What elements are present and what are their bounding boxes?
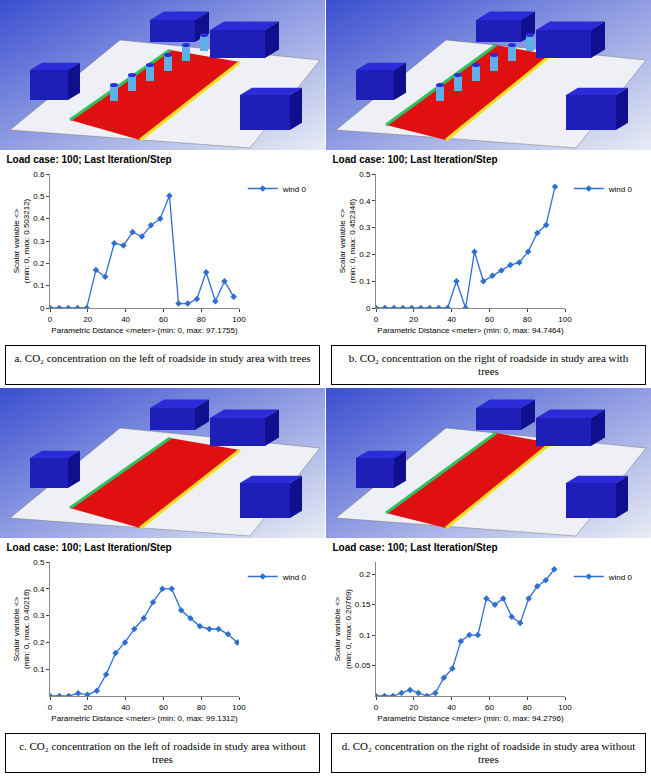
svg-text:0.6: 0.6 [33,170,45,179]
svg-text:Parametric Distance <meter> (m: Parametric Distance <meter> (min: 0, max… [377,326,564,335]
html-text:c. CO₂ concentration on the le: c. CO₂ concentration on the left of road… [19,740,306,765]
svg-text:0.2: 0.2 [359,250,371,259]
svg-text:20: 20 [409,703,418,712]
svg-text:60: 60 [485,315,494,324]
svg-text:Load case: 100; Last Iteration: Load case: 100; Last Iteration/Step [7,154,172,165]
svg-text:0.5: 0.5 [33,558,45,567]
svg-text:0.15: 0.15 [355,600,371,609]
svg-text:20: 20 [83,315,92,324]
svg-text:Scalar variable <>(min: 0, max: Scalar variable <>(min: 0, max: 0.40216) [12,589,31,669]
svg-text:20: 20 [409,315,418,324]
svg-text:wind 0: wind 0 [608,573,633,582]
svg-text:Load case: 100; Last Iteration: Load case: 100; Last Iteration/Step [333,154,498,165]
svg-text:80: 80 [523,703,532,712]
svg-text:0: 0 [40,304,45,313]
svg-text:0.2: 0.2 [33,259,45,268]
svg-text:0.4: 0.4 [33,214,45,223]
svg-text:40: 40 [121,315,130,324]
svg-text:0: 0 [48,703,53,712]
svg-text:80: 80 [523,315,532,324]
svg-text:0.3: 0.3 [359,223,371,232]
svg-text:60: 60 [159,703,168,712]
svg-text:0.1: 0.1 [359,277,371,286]
svg-text:20: 20 [83,703,92,712]
svg-text:0.5: 0.5 [359,170,371,179]
svg-text:40: 40 [447,315,456,324]
svg-text:100: 100 [232,703,246,712]
svg-text:Scalar variable <>(min: 0, max: Scalar variable <>(min: 0, max: 0.20769) [333,589,352,669]
svg-text:wind 0: wind 0 [608,185,633,194]
html-text:d. CO₂ concentration on the ri: d. CO₂ concentration on the right of roa… [341,740,636,765]
svg-text:0: 0 [374,315,379,324]
html-text:a. CO₂ concentration on the le: a. CO₂ concentration on the left of road… [14,352,311,364]
svg-text:wind 0: wind 0 [282,185,307,194]
svg-text:100: 100 [558,315,572,324]
svg-text:0: 0 [366,304,371,313]
svg-text:40: 40 [447,703,456,712]
svg-text:Parametric Distance <meter> (m: Parametric Distance <meter> (min: 0, max… [51,714,238,723]
svg-text:Load case: 100; Last Iteration: Load case: 100; Last Iteration/Step [7,542,172,553]
svg-text:80: 80 [197,703,206,712]
svg-text:0.4: 0.4 [33,585,45,594]
svg-text:100: 100 [558,703,572,712]
svg-text:Load case: 100; Last Iteration: Load case: 100; Last Iteration/Step [333,542,498,553]
svg-text:0.1: 0.1 [33,281,45,290]
svg-text:0.3: 0.3 [33,611,45,620]
svg-text:0.2: 0.2 [359,570,371,579]
svg-text:80: 80 [197,315,206,324]
svg-text:Scalar variable <>(min: 0, max: Scalar variable <>(min: 0, max: 0.452346… [338,198,357,283]
svg-text:Scalar variable <>(min: 0, max: Scalar variable <>(min: 0, max: 0.503212… [12,198,31,283]
svg-text:0.2: 0.2 [33,638,45,647]
svg-text:60: 60 [485,703,494,712]
svg-text:40: 40 [121,703,130,712]
svg-text:wind 0: wind 0 [282,573,307,582]
svg-text:100: 100 [232,315,246,324]
html-text:b. CO₂ concentration on the ri: b. CO₂ concentration on the right of roa… [348,352,629,377]
svg-text:60: 60 [159,315,168,324]
svg-text:Parametric Distance <meter> (m: Parametric Distance <meter> (min: 0, max… [377,714,564,723]
svg-text:0.05: 0.05 [355,661,371,670]
svg-text:0.1: 0.1 [33,665,45,674]
svg-text:0.5: 0.5 [33,192,45,201]
svg-text:0.4: 0.4 [359,197,371,206]
svg-text:0: 0 [374,703,379,712]
svg-text:0.3: 0.3 [33,237,45,246]
svg-text:0.1: 0.1 [359,631,371,640]
svg-text:0: 0 [48,315,53,324]
svg-text:Parametric Distance <meter> (m: Parametric Distance <meter> (min: 0, max… [51,326,238,335]
